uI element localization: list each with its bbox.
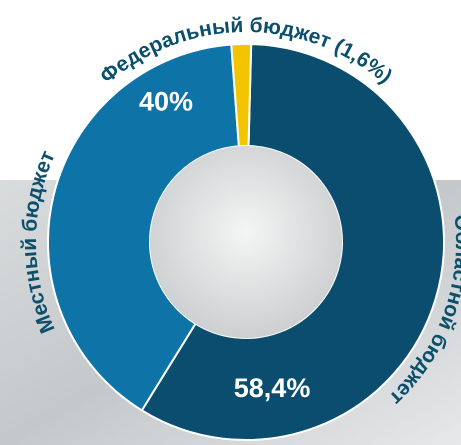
data-label: 40%	[139, 87, 193, 117]
data-label: 58,4%	[234, 373, 311, 403]
donut-hole	[150, 146, 342, 338]
